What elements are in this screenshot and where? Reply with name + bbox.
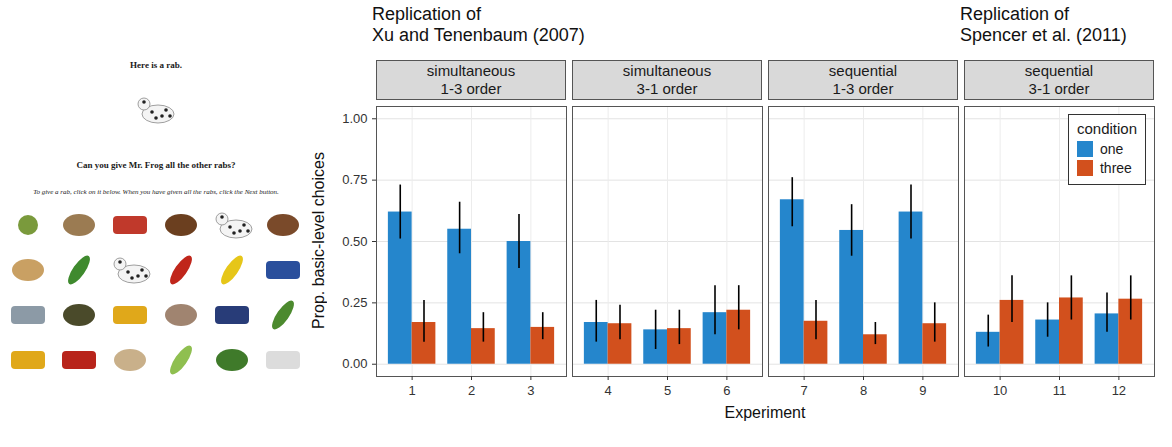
html-text:Replication of: Replication of [372, 4, 482, 24]
html-text:Prop. basic-level choices: Prop. basic-level choices [310, 152, 327, 330]
svg-text:10: 10 [993, 383, 1007, 398]
svg-text:8: 8 [860, 383, 867, 398]
svg-text:6: 6 [723, 383, 730, 398]
svg-text:1.00: 1.00 [342, 111, 367, 126]
svg-text:3: 3 [527, 383, 534, 398]
html-text:simultaneous: simultaneous [426, 62, 516, 79]
svg-text:0.00: 0.00 [342, 356, 367, 371]
html-text:1-3 order: 1-3 order [440, 80, 502, 97]
svg-text:12: 12 [1112, 383, 1126, 398]
html-text:one: one [1100, 141, 1124, 157]
html-text:Experiment: Experiment [724, 404, 806, 421]
svg-text:7: 7 [801, 383, 808, 398]
svg-text:11: 11 [1053, 383, 1067, 398]
svg-text:0.75: 0.75 [342, 172, 367, 187]
html-text:Replication of: Replication of [960, 4, 1070, 24]
html-text:Here is a rab.: Here is a rab. [130, 60, 182, 70]
html-text:1-3 order: 1-3 order [832, 80, 894, 97]
svg-text:0.50: 0.50 [342, 234, 367, 249]
html-text:3-1 order: 3-1 order [1028, 80, 1090, 97]
html-text:three: three [1100, 160, 1132, 176]
html-text:3-1 order: 3-1 order [636, 80, 698, 97]
html-text:sequential: sequential [828, 62, 898, 79]
html-text:condition: condition [1077, 120, 1137, 137]
html-text:Spencer et al. (2011): Spencer et al. (2011) [960, 25, 1127, 45]
html-text:simultaneous: simultaneous [622, 62, 712, 79]
html-text:sequential: sequential [1024, 62, 1094, 79]
svg-text:9: 9 [919, 383, 926, 398]
html-text:To give a rab, click on it bel: To give a rab, click on it below. When y… [33, 188, 279, 196]
svg-text:1: 1 [409, 383, 416, 398]
html-text:Xu and Tenenbaum (2007): Xu and Tenenbaum (2007) [372, 25, 585, 45]
html-text:Can you give Mr. Frog all the: Can you give Mr. Frog all the other rabs… [76, 160, 236, 170]
svg-text:0.25: 0.25 [342, 295, 367, 310]
svg-text:2: 2 [468, 383, 475, 398]
svg-text:4: 4 [605, 383, 612, 398]
svg-text:5: 5 [664, 383, 671, 398]
